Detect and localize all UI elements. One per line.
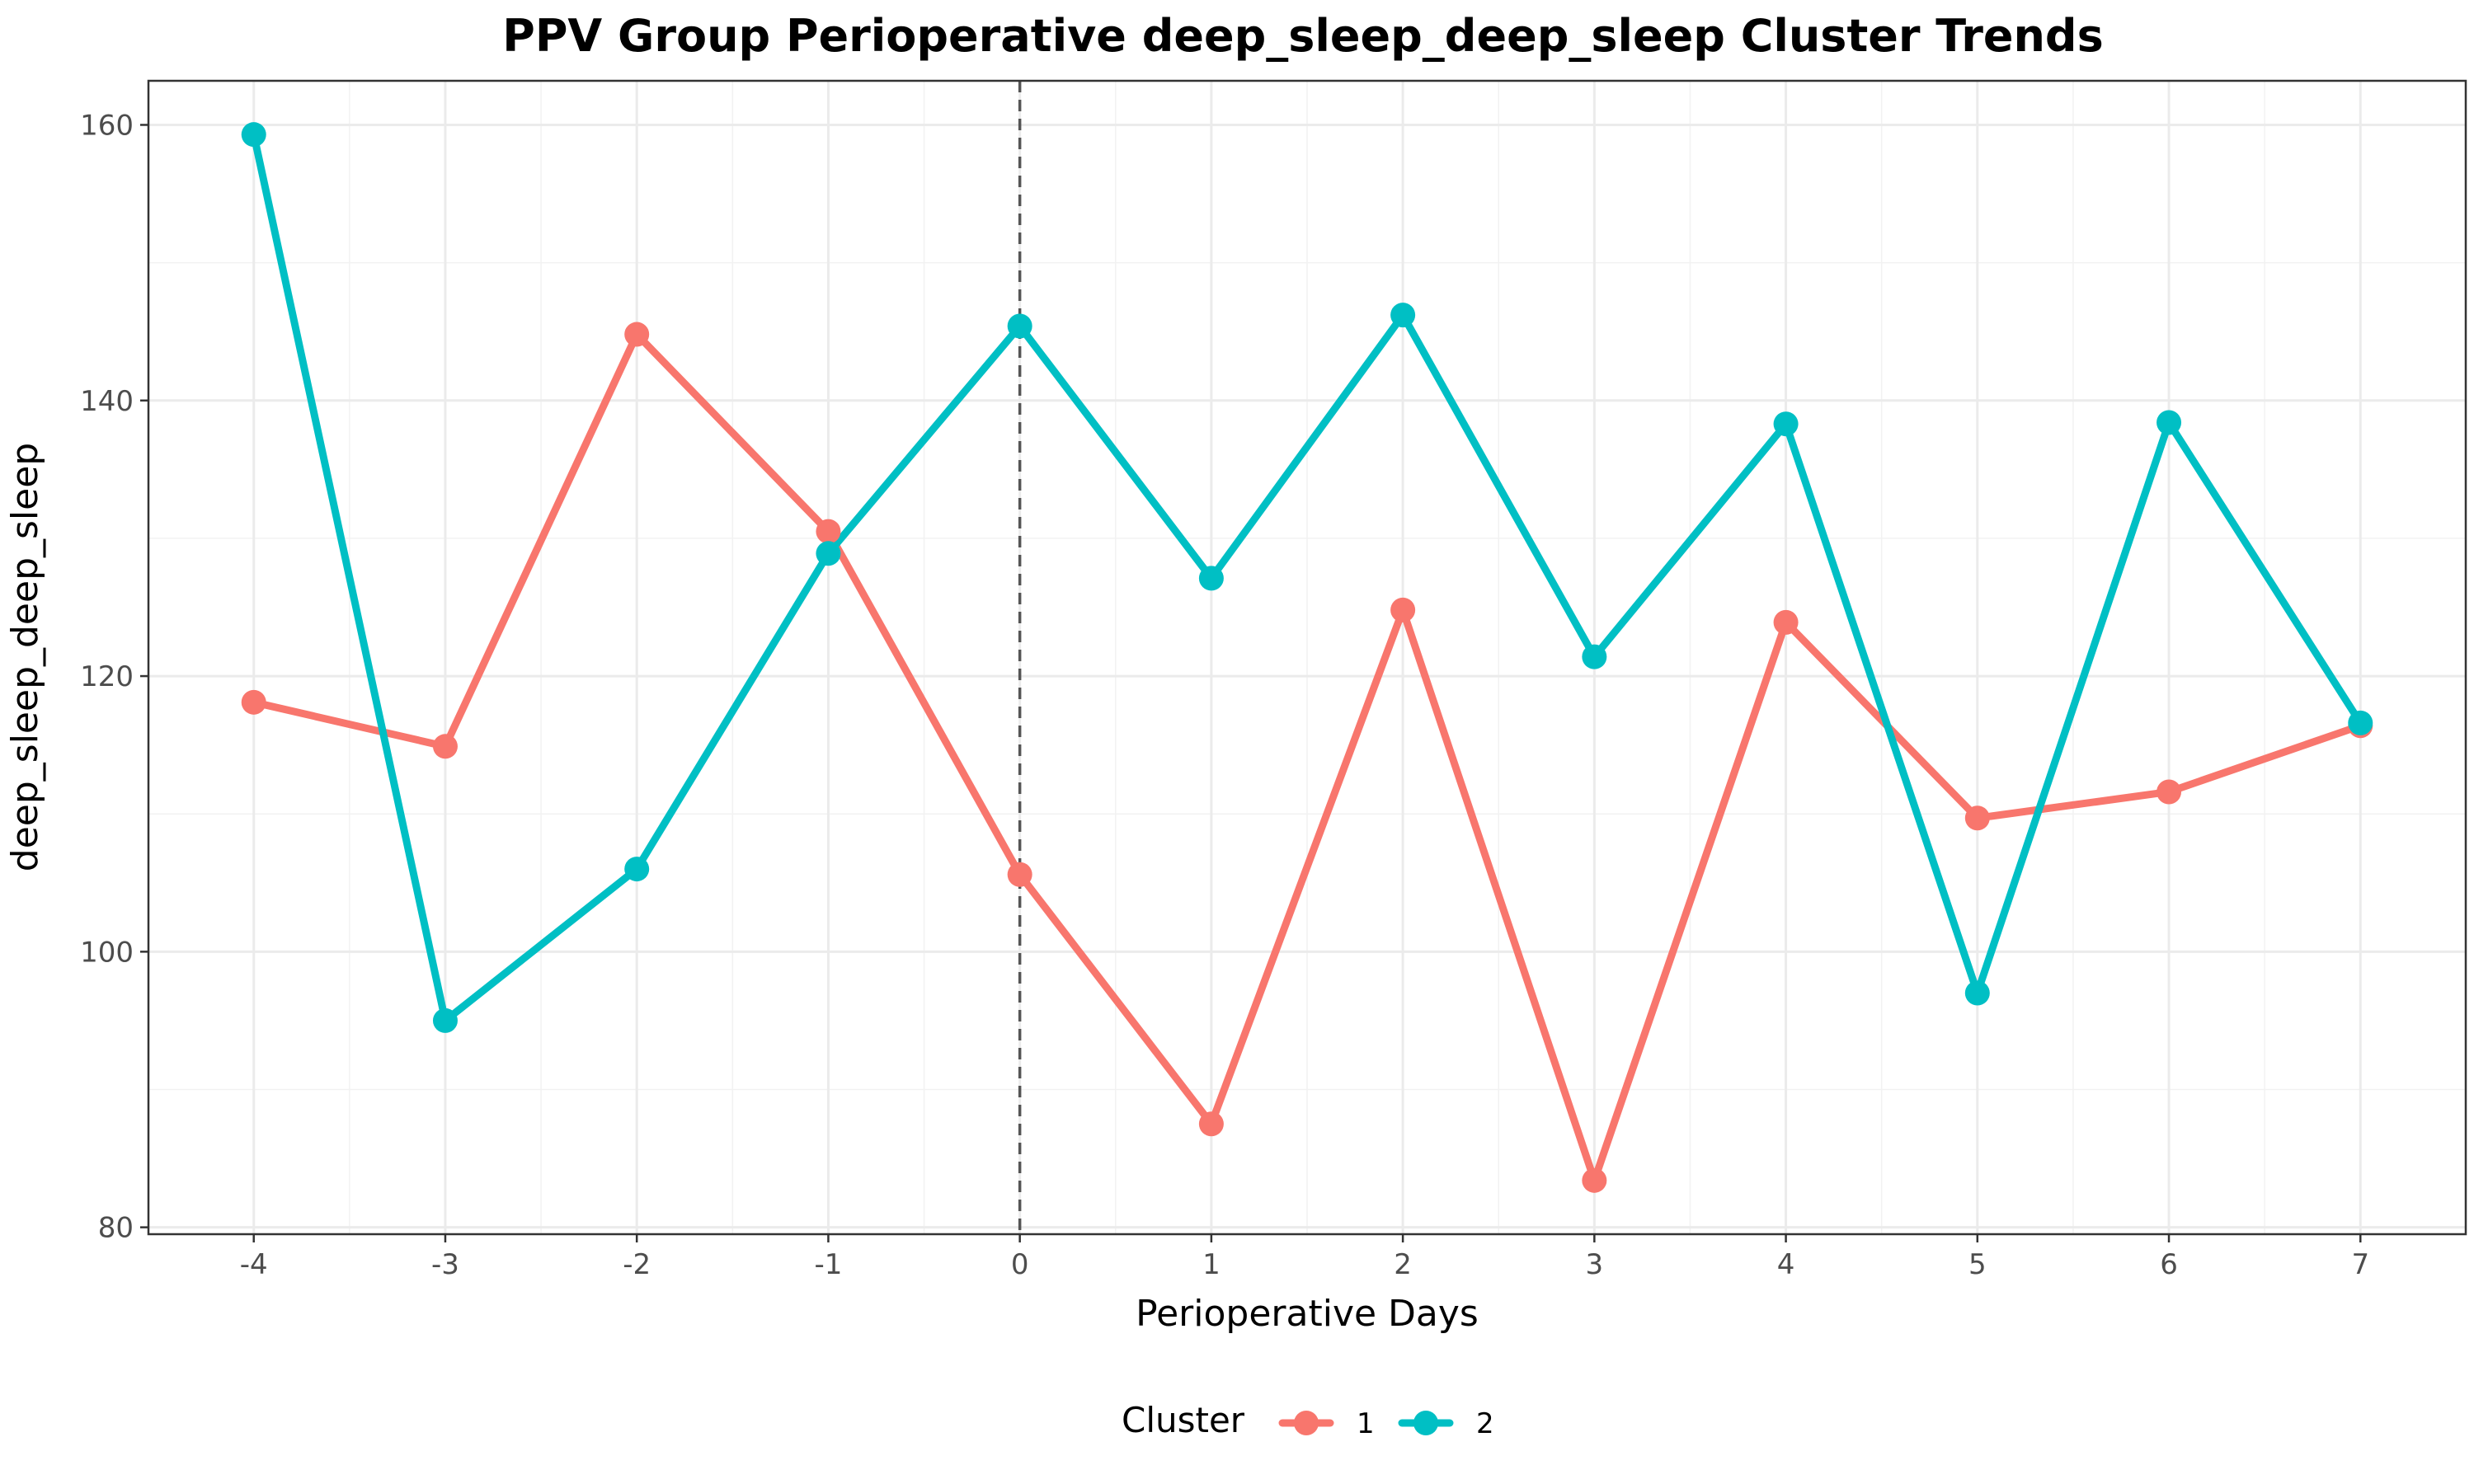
data-point-cluster-1 bbox=[1582, 1167, 1607, 1193]
legend: Cluster 1 2 bbox=[1122, 1400, 1494, 1440]
x-tick-label: 4 bbox=[1777, 1248, 1795, 1281]
data-point-cluster-2 bbox=[1582, 644, 1607, 669]
x-tick-label: -4 bbox=[240, 1248, 268, 1281]
legend-key-point-cluster-1 bbox=[1294, 1411, 1319, 1435]
y-tick-label: 120 bbox=[80, 660, 134, 693]
y-tick-label: 80 bbox=[98, 1212, 134, 1245]
x-axis-title: Perioperative Days bbox=[1136, 1293, 1479, 1335]
x-tick-label: 1 bbox=[1202, 1248, 1221, 1281]
data-point-cluster-2 bbox=[1773, 411, 1799, 437]
data-point-cluster-2 bbox=[1964, 980, 1990, 1006]
plot-panel: -4 -3 -2 -1 0 1 2 3 4 5 6 7 80 100 120 140 160 bbox=[80, 79, 2467, 1281]
data-point-cluster-1 bbox=[1007, 862, 1032, 887]
data-point-cluster-2 bbox=[2157, 410, 2182, 435]
series-line-cluster-1 bbox=[250, 331, 2364, 1185]
x-tick-label: -2 bbox=[623, 1248, 651, 1281]
series-line-cluster-2 bbox=[250, 130, 2364, 1025]
panel-border bbox=[147, 79, 2467, 1236]
data-point-cluster-1 bbox=[1390, 597, 1416, 622]
data-point-cluster-1 bbox=[1773, 609, 1799, 635]
data-point-cluster-1 bbox=[432, 734, 458, 759]
data-point-cluster-2 bbox=[816, 541, 841, 566]
data-point-cluster-2 bbox=[432, 1007, 458, 1033]
x-tick-label: 3 bbox=[1586, 1248, 1604, 1281]
data-point-cluster-2 bbox=[1390, 303, 1416, 328]
y-axis-title: deep_sleep_deep_sleep bbox=[4, 443, 46, 871]
legend-label-cluster-2: 2 bbox=[1476, 1407, 1494, 1440]
data-point-cluster-2 bbox=[2348, 710, 2373, 735]
data-point-cluster-1 bbox=[816, 519, 841, 544]
data-point-cluster-1 bbox=[2157, 779, 2182, 805]
data-point-cluster-2 bbox=[624, 857, 650, 882]
data-point-cluster-2 bbox=[241, 122, 266, 148]
y-tick-label: 140 bbox=[80, 385, 134, 418]
data-point-cluster-1 bbox=[1964, 805, 1990, 831]
legend-label-cluster-1: 1 bbox=[1357, 1407, 1375, 1440]
data-point-cluster-1 bbox=[624, 322, 650, 347]
x-tick-label: 2 bbox=[1394, 1248, 1412, 1281]
chart-title: PPV Group Perioperative deep_sleep_deep_… bbox=[502, 10, 2103, 62]
y-tick-label: 100 bbox=[80, 936, 134, 969]
x-tick-label: 6 bbox=[2160, 1248, 2178, 1281]
data-point-cluster-2 bbox=[1198, 566, 1224, 591]
y-tick-label: 160 bbox=[80, 109, 134, 142]
data-point-cluster-1 bbox=[241, 689, 266, 715]
x-tick-label: -3 bbox=[431, 1248, 459, 1281]
data-point-cluster-1 bbox=[1198, 1111, 1224, 1137]
x-tick-label: 5 bbox=[1968, 1248, 1987, 1281]
x-tick-label: 7 bbox=[2351, 1248, 2369, 1281]
legend-title: Cluster bbox=[1122, 1400, 1245, 1440]
data-point-cluster-2 bbox=[1007, 313, 1032, 339]
x-tick-label: 0 bbox=[1011, 1248, 1029, 1281]
x-tick-label: -1 bbox=[814, 1248, 842, 1281]
legend-key-point-cluster-2 bbox=[1413, 1411, 1438, 1435]
